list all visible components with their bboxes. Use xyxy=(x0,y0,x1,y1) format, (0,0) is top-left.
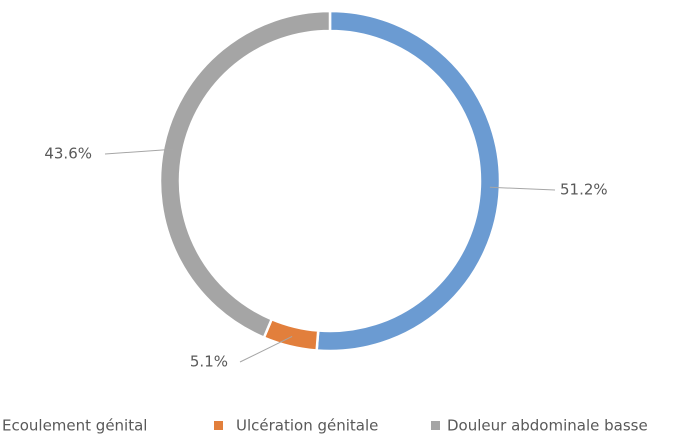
data-label: 43.6% xyxy=(44,145,92,163)
legend-label: Douleur abdominale basse xyxy=(447,417,648,435)
legend-label: Ulcération génitale xyxy=(236,417,378,435)
legend-marker xyxy=(431,421,440,430)
donut-segment xyxy=(158,9,332,340)
leader-line xyxy=(489,186,556,191)
legend-label: Ecoulement génital xyxy=(2,417,147,435)
donut-segment xyxy=(315,9,502,353)
leader-line xyxy=(104,148,174,155)
data-label: 51.2% xyxy=(560,181,608,199)
data-label: 5.1% xyxy=(190,353,228,371)
legend-marker xyxy=(214,421,223,430)
leader-line xyxy=(239,336,293,363)
